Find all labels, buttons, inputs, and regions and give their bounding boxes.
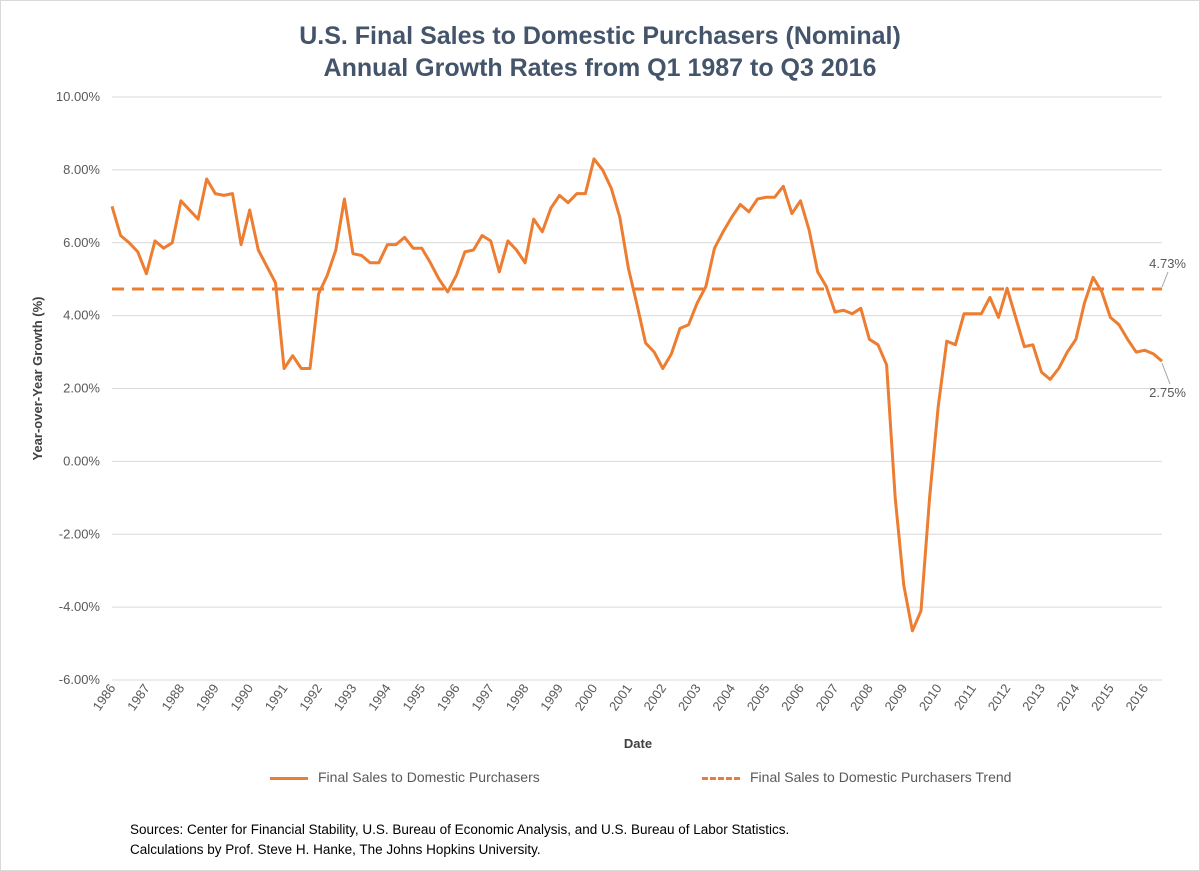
y-axis-label: Year-over-Year Growth (%) [30, 297, 45, 461]
x-tick-label: 2007 [813, 681, 842, 713]
x-tick-label: 1991 [262, 681, 291, 713]
x-tick-label: 2008 [847, 681, 876, 713]
y-tick-label: 10.00% [56, 89, 101, 104]
y-tick-label: 4.00% [63, 308, 100, 323]
x-tick-label: 2000 [572, 681, 601, 713]
y-tick-label: 6.00% [63, 235, 100, 250]
x-tick-label: 2016 [1122, 681, 1151, 713]
sources-note: Sources: Center for Financial Stability,… [130, 820, 789, 860]
x-tick-label: 1998 [503, 681, 532, 713]
trend-value-label: 4.73% [1149, 256, 1186, 271]
x-tick-label: 1994 [365, 681, 394, 713]
x-tick-label: 1993 [331, 681, 360, 713]
legend-label-dashed: Final Sales to Domestic Purchasers Trend [750, 769, 1012, 785]
x-tick-label: 2001 [606, 681, 635, 713]
sources-line: Sources: Center for Financial Stability,… [130, 822, 790, 837]
x-tick-label: 2011 [951, 681, 979, 713]
x-tick-label: 2009 [881, 681, 910, 713]
x-tick-label: 2002 [640, 681, 669, 713]
x-tick-label: 2014 [1054, 681, 1083, 713]
last-value-label: 2.75% [1149, 385, 1186, 400]
legend-item-dashed: Final Sales to Domestic Purchasers Trend [702, 769, 1011, 785]
y-tick-label: 8.00% [63, 162, 100, 177]
gridlines [112, 96, 1162, 681]
x-tick-label: 2005 [744, 681, 773, 713]
y-tick-label: -6.00% [59, 672, 101, 687]
x-tick-label: 1995 [399, 681, 428, 713]
x-tick-label: 1996 [434, 681, 463, 713]
x-tick-label: 2013 [1019, 681, 1048, 713]
y-tick-labels: 10.00% 8.00% 6.00% 4.00% 2.00% 0.00% -2.00% -4.… [56, 89, 101, 687]
x-tick-label: 2004 [709, 681, 738, 713]
x-tick-label: 2010 [916, 681, 945, 713]
x-tick-label: 1997 [468, 681, 497, 713]
x-tick-label: 2015 [1088, 681, 1117, 713]
trend-label-leader [1161, 271, 1169, 288]
chart-subtitle: Annual Growth Rates from Q1 1987 to Q3 2… [323, 54, 877, 82]
series-line [110, 157, 1163, 633]
x-axis-label: Date [624, 736, 652, 751]
calculations-line: Calculations by Prof. Steve H. Hanke, Th… [130, 842, 541, 857]
legend-label-solid: Final Sales to Domestic Purchasers [318, 769, 540, 785]
annotations: 4.73% 2.75% [1149, 256, 1186, 400]
plot-area [110, 157, 1163, 633]
last-value-leader [1161, 362, 1171, 385]
x-tick-label: 1990 [227, 681, 256, 713]
x-tick-label: 1987 [124, 681, 153, 713]
y-tick-label: 2.00% [63, 381, 100, 396]
y-tick-label: -2.00% [59, 526, 101, 541]
x-tick-label: 1989 [193, 681, 222, 713]
legend-swatch-solid [270, 776, 308, 780]
x-tick-label: 2006 [778, 681, 807, 713]
x-tick-labels: 1986 1987 1988 1989 1990 1991 1992 1993 1994 1995… [90, 681, 1152, 713]
y-tick-label: -4.00% [59, 599, 101, 614]
x-tick-label: 2012 [985, 681, 1014, 713]
legend-swatch-dashed [702, 776, 740, 780]
legend-item-solid: Final Sales to Domestic Purchasers [270, 769, 540, 785]
x-tick-label: 2003 [675, 681, 704, 713]
x-tick-label: 1992 [296, 681, 325, 713]
y-tick-label: 0.00% [63, 453, 100, 468]
x-tick-label: 1999 [537, 681, 566, 713]
chart-title: U.S. Final Sales to Domestic Purchasers … [299, 22, 901, 50]
x-tick-label: 1988 [158, 681, 187, 713]
